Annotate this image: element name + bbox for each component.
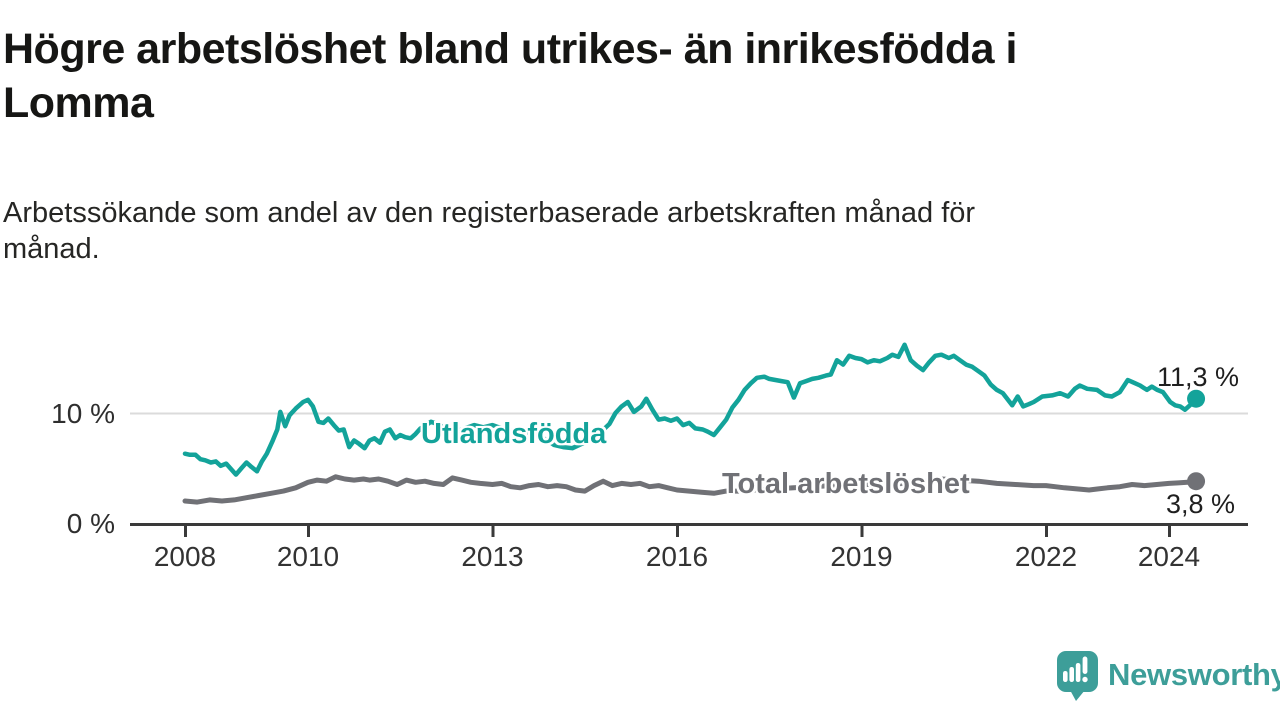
- x-tick-label-2019: 2019: [830, 541, 893, 572]
- end-value-label-utlandsfodda: 11,3 %: [1157, 362, 1240, 392]
- line-series-0: [182, 342, 1199, 477]
- series-label-total-arbetsloshet: Total arbetslöshet: [722, 468, 970, 500]
- y-axis-tick-label-10: 10 %: [51, 398, 115, 429]
- y-axis-tick-label-0: 0 %: [66, 508, 115, 539]
- newsworthy-logo-icon: [1057, 651, 1098, 701]
- chart-title: Högre arbetslöshet bland utrikes- än inr…: [3, 25, 1017, 128]
- chart-subtitle: Arbetssökande som andel av den registerb…: [3, 197, 976, 265]
- x-tick-label-2024: 2024: [1137, 541, 1201, 572]
- x-tick-label-2008: 2008: [153, 541, 217, 572]
- series-label-utlandsfodda: Utlandsfödda: [421, 418, 607, 450]
- end-value-label-total: 3,8 %: [1166, 489, 1236, 519]
- newsworthy-wordmark: Newsworthy: [1108, 657, 1280, 692]
- x-tick-label-2010: 2010: [276, 541, 340, 572]
- end-dot-series-0: [1187, 389, 1206, 408]
- x-tick-label-2022: 2022: [1014, 541, 1078, 572]
- x-tick-label-2016: 2016: [645, 541, 709, 572]
- x-tick-label-2013: 2013: [461, 541, 524, 572]
- newsworthy-branding: Newsworthy: [1056, 650, 1280, 706]
- line-series-1: [182, 474, 1199, 505]
- end-dot-series-1: [1187, 472, 1206, 491]
